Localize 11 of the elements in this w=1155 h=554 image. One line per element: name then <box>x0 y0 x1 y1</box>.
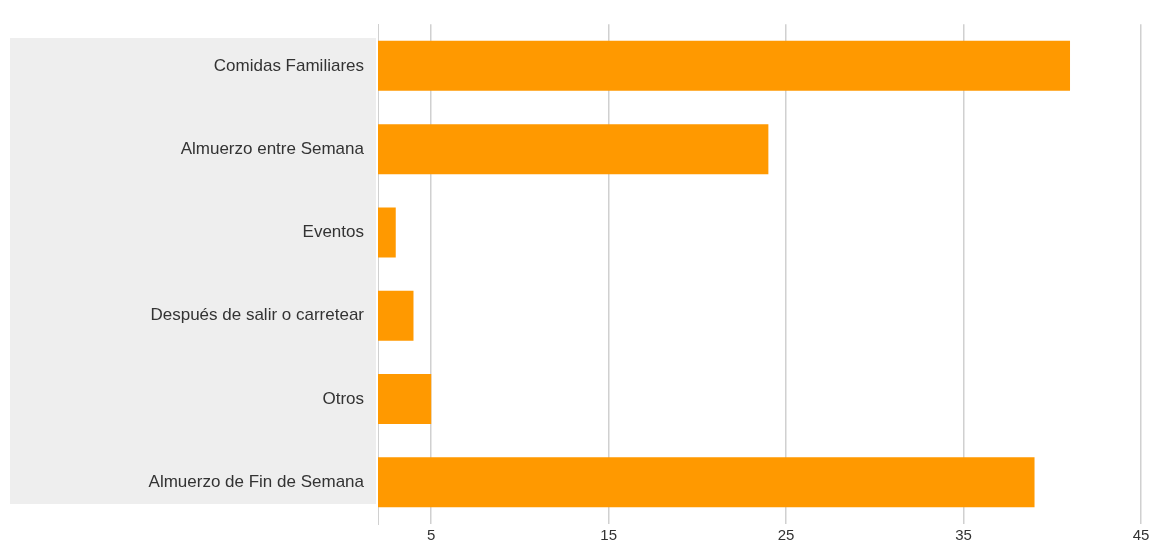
y-tick-label: Después de salir o carretear <box>150 305 365 325</box>
y-tick-label: Almuerzo de Fin de Semana <box>148 472 365 492</box>
y-tick-label: Eventos <box>302 222 364 242</box>
y-tick-label: Comidas Familiares <box>213 55 364 75</box>
x-tick-label: 15 <box>600 526 618 544</box>
y-tick-label: Otros <box>322 388 364 408</box>
y-tick-label: Almuerzo entre Semana <box>180 138 365 158</box>
x-tick-label: 5 <box>427 526 436 544</box>
x-tick-label: 45 <box>1132 526 1150 544</box>
x-tick-label: 25 <box>777 526 795 544</box>
x-tick-label: 35 <box>955 526 972 544</box>
